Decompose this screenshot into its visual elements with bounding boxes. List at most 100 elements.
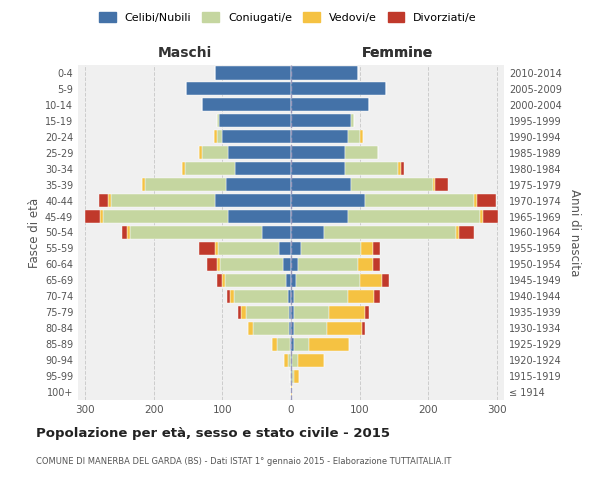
Bar (289, 322, 291, 335)
Bar (142, 178, 145, 191)
Bar (291, 178, 352, 191)
Bar (373, 242, 380, 255)
Bar (202, 98, 291, 112)
Bar (228, 210, 291, 223)
Bar (287, 290, 291, 303)
Bar (219, 114, 291, 128)
Bar (130, 226, 262, 239)
Bar (291, 322, 294, 335)
Bar (215, 242, 218, 255)
Text: Femmine: Femmine (362, 46, 433, 60)
Bar (277, 338, 290, 350)
Bar (435, 178, 448, 191)
Text: Maschi: Maschi (157, 46, 212, 60)
Bar (291, 306, 294, 319)
Bar (348, 210, 480, 223)
Bar (286, 274, 291, 287)
Bar (248, 322, 253, 335)
Bar (291, 338, 294, 350)
Bar (186, 82, 291, 96)
Bar (361, 242, 373, 255)
Bar (291, 354, 292, 366)
Bar (230, 290, 234, 303)
Bar (291, 370, 292, 382)
Bar (458, 226, 474, 239)
Bar (217, 258, 220, 271)
Bar (247, 306, 289, 319)
Bar (290, 370, 291, 382)
Bar (215, 66, 291, 80)
Bar (290, 338, 291, 350)
Bar (362, 322, 365, 335)
Bar (100, 210, 103, 223)
Bar (103, 210, 228, 223)
Bar (398, 162, 401, 175)
Bar (225, 274, 286, 287)
Bar (235, 162, 291, 175)
Bar (291, 194, 365, 207)
Bar (294, 338, 309, 350)
Bar (85, 210, 100, 223)
Bar (401, 162, 404, 175)
Bar (291, 226, 324, 239)
Bar (214, 130, 217, 143)
Bar (294, 370, 299, 382)
Bar (215, 194, 291, 207)
Bar (348, 290, 374, 303)
Bar (483, 210, 498, 223)
Bar (122, 226, 127, 239)
Bar (296, 274, 360, 287)
Bar (278, 242, 291, 255)
Bar (202, 146, 228, 160)
Bar (262, 226, 291, 239)
Bar (295, 290, 348, 303)
Bar (373, 258, 380, 271)
Bar (199, 146, 202, 160)
Bar (291, 114, 352, 128)
Text: COMUNE DI MANERBA DEL GARDA (BS) - Dati ISTAT 1° gennaio 2015 - Elaborazione TUT: COMUNE DI MANERBA DEL GARDA (BS) - Dati … (36, 458, 451, 466)
Bar (185, 162, 235, 175)
Bar (283, 258, 291, 271)
Bar (241, 306, 247, 319)
Bar (292, 370, 294, 382)
Bar (291, 210, 348, 223)
Bar (348, 130, 361, 143)
Bar (234, 290, 287, 303)
Bar (374, 290, 380, 303)
Bar (344, 146, 377, 160)
Bar (291, 98, 368, 112)
Bar (228, 146, 291, 160)
Bar (291, 130, 348, 143)
Bar (294, 322, 327, 335)
Bar (291, 146, 344, 160)
Bar (292, 354, 298, 366)
Bar (456, 226, 458, 239)
Bar (291, 82, 386, 96)
Bar (217, 274, 222, 287)
Bar (301, 242, 361, 255)
Bar (207, 258, 217, 271)
Bar (222, 274, 225, 287)
Bar (365, 194, 474, 207)
Bar (284, 354, 287, 366)
Bar (365, 306, 370, 319)
Bar (272, 338, 277, 350)
Legend: Celibi/Nubili, Coniugati/e, Vedovi/e, Divorziati/e: Celibi/Nubili, Coniugati/e, Vedovi/e, Di… (95, 8, 481, 28)
Bar (182, 162, 185, 175)
Text: Popolazione per età, sesso e stato civile - 2015: Popolazione per età, sesso e stato civil… (36, 428, 390, 440)
Bar (220, 258, 283, 271)
Bar (309, 338, 349, 350)
Bar (291, 386, 292, 398)
Bar (227, 290, 230, 303)
Bar (145, 178, 226, 191)
Bar (253, 322, 289, 335)
Text: Femmine: Femmine (362, 46, 433, 60)
Bar (218, 242, 278, 255)
Bar (352, 178, 433, 191)
Bar (291, 162, 344, 175)
Y-axis label: Fasce di età: Fasce di età (28, 198, 41, 268)
Bar (111, 194, 215, 207)
Bar (222, 130, 291, 143)
Bar (287, 354, 291, 366)
Bar (358, 258, 373, 271)
